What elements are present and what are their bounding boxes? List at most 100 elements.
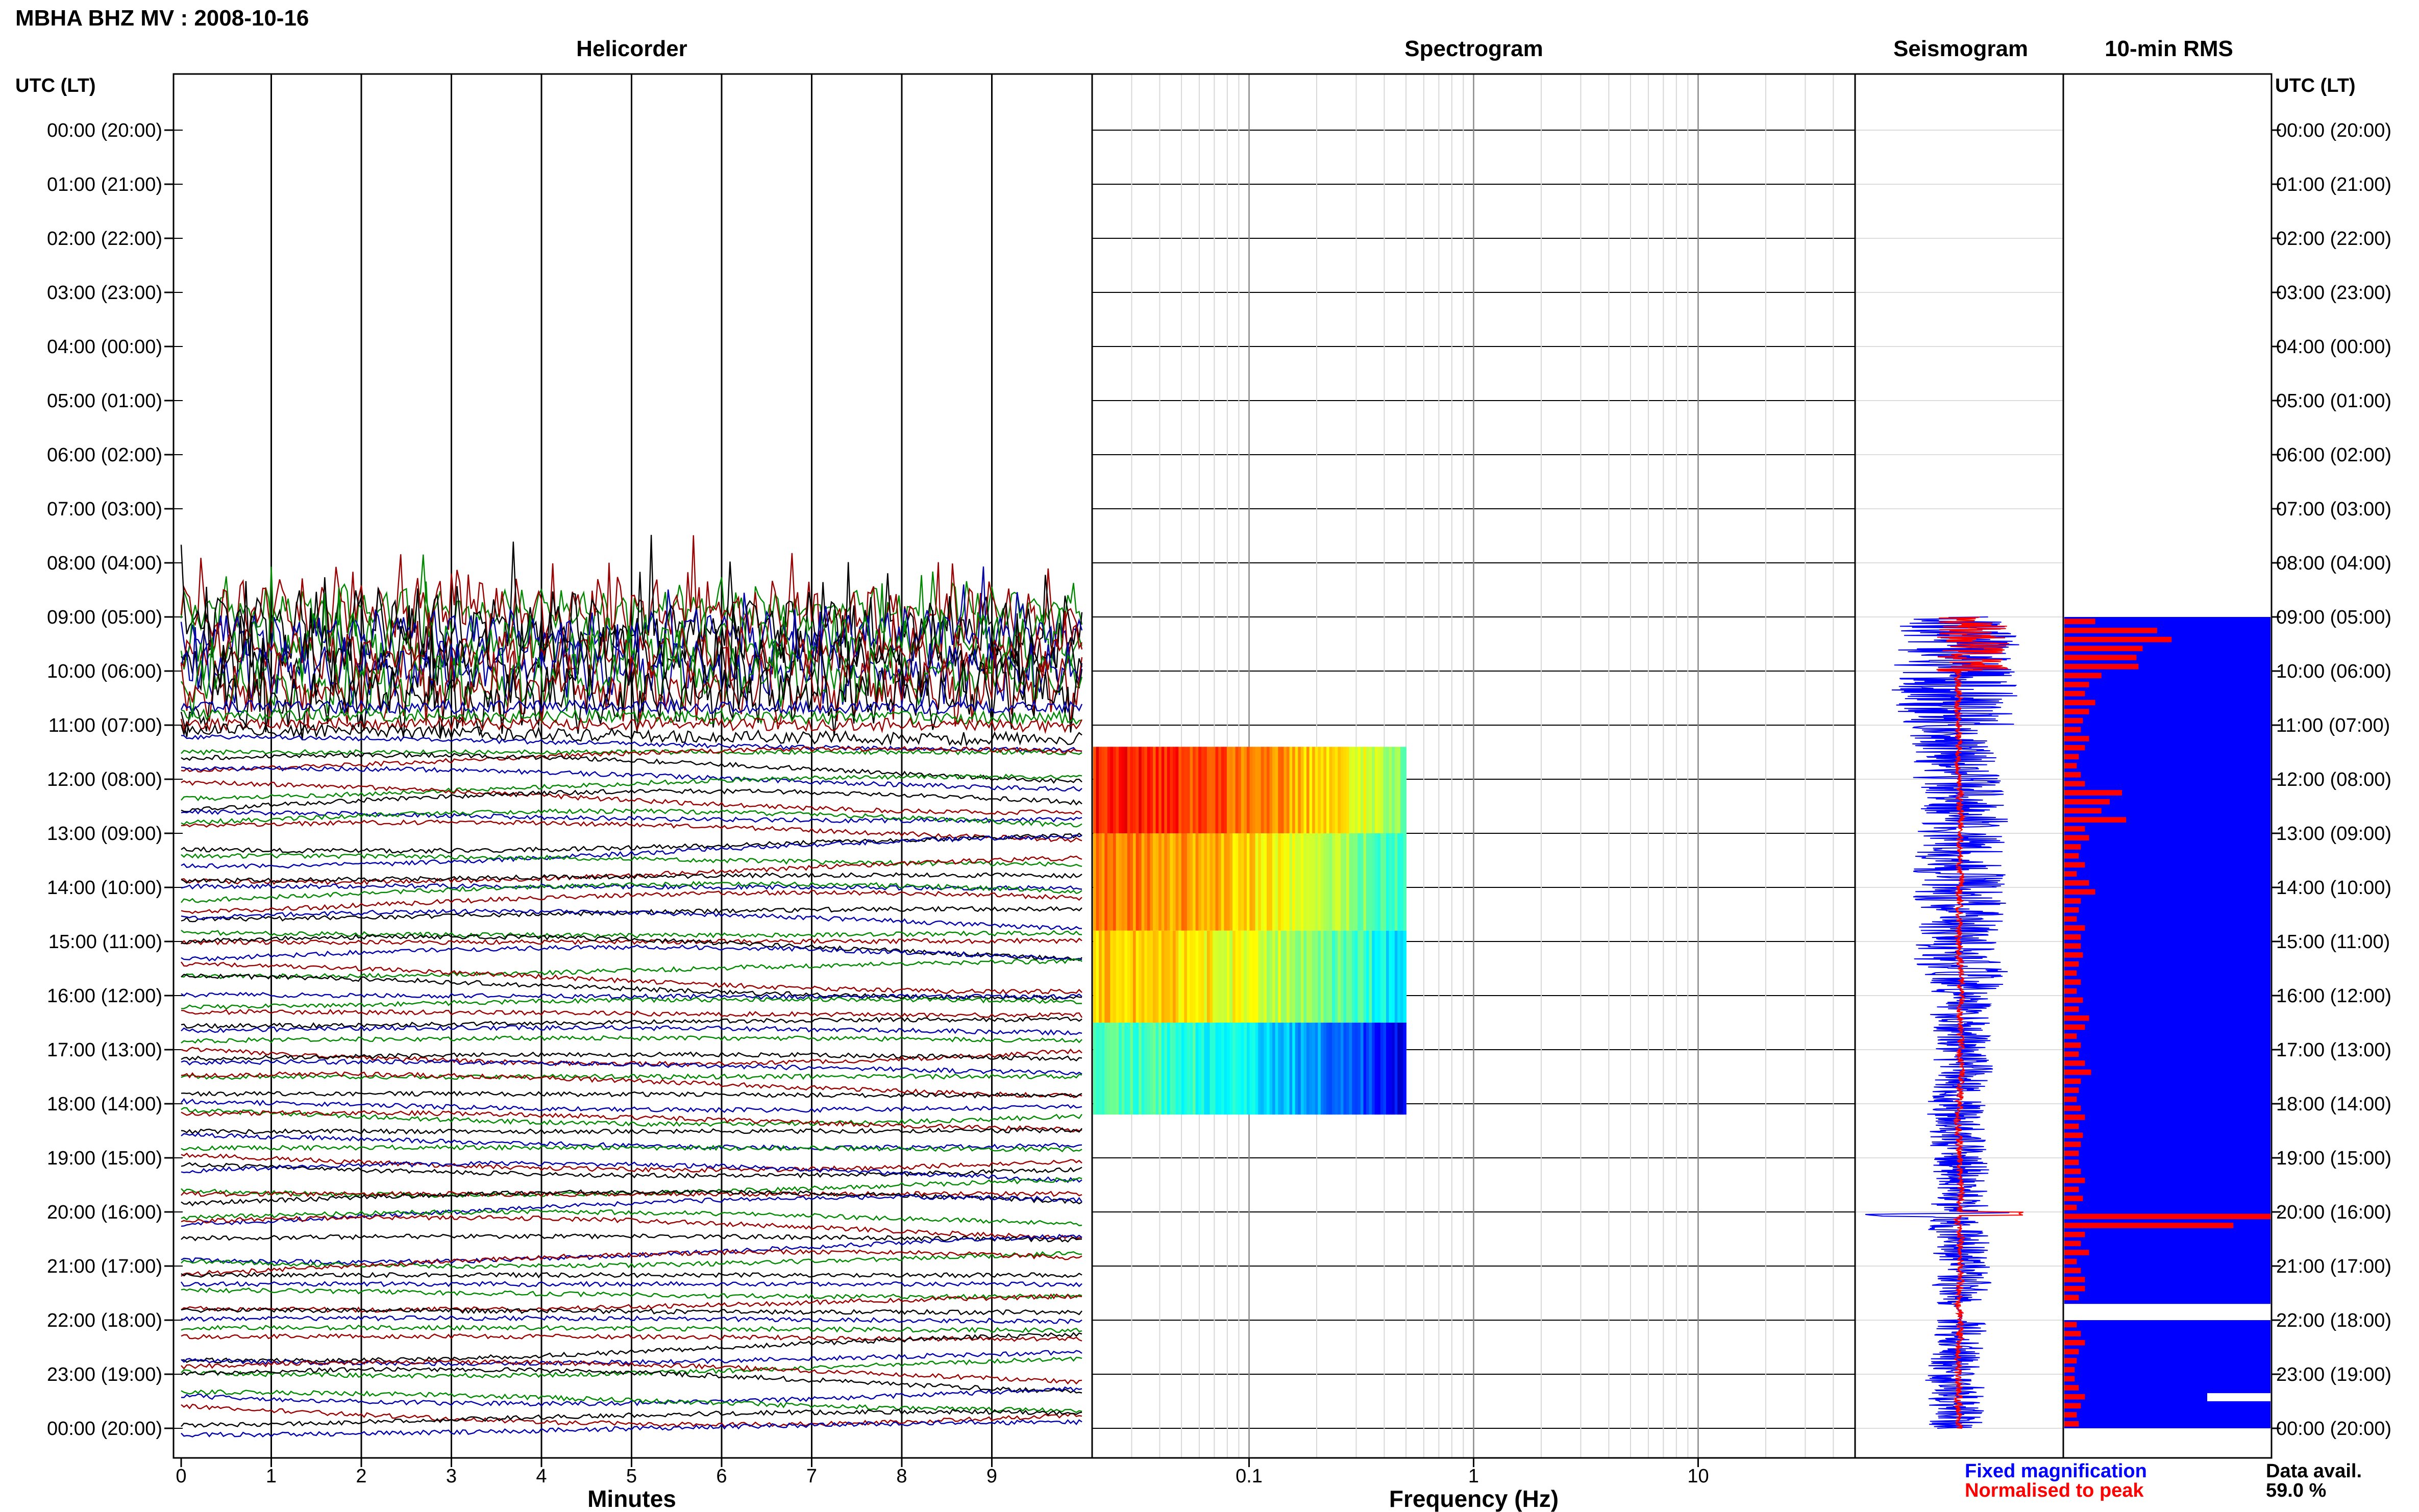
spectrogram-cell	[1167, 1023, 1171, 1115]
spectrogram-cell	[1127, 833, 1131, 931]
spectrogram-cell	[1238, 1023, 1242, 1115]
helicorder-trace	[181, 881, 1082, 903]
spectrogram-cell	[1332, 747, 1336, 833]
helicorder-trace	[180, 715, 1083, 734]
spectrogram-cell	[1178, 747, 1182, 833]
spectrogram-cell	[1147, 833, 1151, 931]
helicorder-trace	[181, 1389, 1082, 1414]
spectrogram-cell	[1127, 747, 1131, 833]
spectrogram-cell	[1133, 930, 1137, 1023]
rms-bar	[2064, 1196, 2083, 1201]
spectrogram-cell	[1198, 833, 1202, 931]
rms-bar	[2064, 1231, 2085, 1237]
spectrogram-cell	[1116, 1023, 1119, 1115]
spectrogram-cell	[1280, 1023, 1285, 1115]
spectrogram-cell	[1380, 747, 1384, 833]
rms-bar	[2064, 1322, 2077, 1328]
spectrogram-cell	[1303, 1023, 1307, 1115]
time-label-right: 04:00 (00:00)	[2276, 336, 2391, 358]
spectrogram-cell	[1119, 833, 1122, 931]
spectrogram-cell	[1394, 1023, 1398, 1115]
spectrogram-cell	[1218, 1023, 1222, 1115]
spectrogram-cell	[1104, 747, 1108, 833]
rms-bar	[2064, 1150, 2079, 1156]
spectrogram-cell	[1206, 1023, 1211, 1115]
spectrogram-cell	[1153, 930, 1156, 1023]
spectrogram-cell	[1366, 930, 1370, 1023]
rms-bar	[2064, 997, 2083, 1003]
spectrogram-cell	[1377, 747, 1381, 833]
spectrogram-cell	[1210, 833, 1213, 931]
rms-bar	[2064, 862, 2085, 868]
helicorder-trace	[181, 1059, 1082, 1076]
spectrogram-cell	[1306, 1023, 1310, 1115]
spectrogram-cell	[1204, 747, 1207, 833]
spectrogram-cell	[1247, 930, 1250, 1023]
spectrogram-cell	[1136, 833, 1139, 931]
spectrogram-cell	[1252, 930, 1256, 1023]
time-label-left: 00:00 (20:00)	[47, 1418, 162, 1440]
spectrogram-cell	[1258, 747, 1262, 833]
spectrogram-cell	[1184, 1023, 1188, 1115]
spectrogram-cell	[1287, 833, 1290, 931]
spectrogram-cell	[1267, 1023, 1270, 1115]
spectrogram-cell	[1275, 930, 1279, 1023]
spectrogram-cell	[1198, 747, 1202, 833]
spectrogram-cell	[1107, 930, 1111, 1023]
spectrogram-cell	[1295, 747, 1299, 833]
spectrogram-cell	[1318, 1023, 1321, 1115]
spectrogram-cell	[1357, 1023, 1361, 1115]
helicorder-trace	[181, 1419, 1082, 1437]
time-label-left: 17:00 (13:00)	[47, 1039, 162, 1061]
spectrogram-cell	[1312, 833, 1316, 931]
spectrogram-cell	[1392, 930, 1395, 1023]
spectrogram-cell	[1295, 930, 1299, 1023]
rms-bar	[2064, 925, 2085, 931]
helicorder-trace	[180, 554, 1083, 639]
spectrogram-cell	[1232, 930, 1236, 1023]
spectrogram-cell	[1380, 1023, 1384, 1115]
helicorder-trace	[181, 1160, 1082, 1183]
helicorder-trace	[181, 1272, 1082, 1279]
spectrogram-cell	[1264, 1023, 1267, 1115]
helicorder-trace	[181, 780, 1082, 815]
rms-data-gap	[2064, 1304, 2270, 1320]
spectrogram-blocks	[1093, 747, 1406, 1115]
spectrogram-cell	[1175, 1023, 1179, 1115]
helicorder-trace	[180, 535, 1083, 657]
spectrogram-cell	[1116, 747, 1119, 833]
spectrogram-cell	[1400, 833, 1404, 931]
frequency-tick-label: 10	[1687, 1466, 1709, 1487]
spectrogram-cell	[1298, 1023, 1301, 1115]
spectrogram-cell	[1315, 1023, 1319, 1115]
spectrogram-cell	[1193, 833, 1196, 931]
spectrogram-cell	[1349, 747, 1352, 833]
spectrogram-cell	[1374, 833, 1378, 931]
spectrogram-cell	[1315, 930, 1319, 1023]
time-label-right: 20:00 (16:00)	[2276, 1202, 2391, 1223]
spectrogram-cell	[1161, 1023, 1165, 1115]
spectrogram-cell	[1403, 930, 1406, 1023]
rms-bar	[2064, 1394, 2085, 1400]
spectrogram-cell	[1119, 747, 1122, 833]
spectrogram-cell	[1394, 930, 1398, 1023]
spectrogram-cell	[1232, 747, 1236, 833]
helicorder-trace	[181, 749, 1082, 756]
helicorder-trace	[181, 707, 1082, 726]
spectrogram-cell	[1289, 1023, 1293, 1115]
spectrogram-cell	[1400, 1023, 1404, 1115]
spectrogram-cell	[1155, 747, 1159, 833]
rms-bar	[2064, 808, 2102, 814]
spectrogram-cell	[1292, 930, 1296, 1023]
time-label-left: 04:00 (00:00)	[47, 336, 162, 358]
spectrogram-cell	[1201, 1023, 1205, 1115]
spectrogram-cell	[1249, 747, 1253, 833]
spectrogram-cell	[1300, 930, 1304, 1023]
time-label-left: 07:00 (03:00)	[47, 499, 162, 520]
time-label-right: 02:00 (22:00)	[2276, 228, 2391, 250]
rms-bar	[2064, 745, 2085, 751]
spectrogram-cell	[1335, 747, 1339, 833]
spectrogram-cell	[1204, 833, 1207, 931]
spectrogram-cell	[1201, 833, 1205, 931]
spectrogram-cell	[1287, 1023, 1290, 1115]
